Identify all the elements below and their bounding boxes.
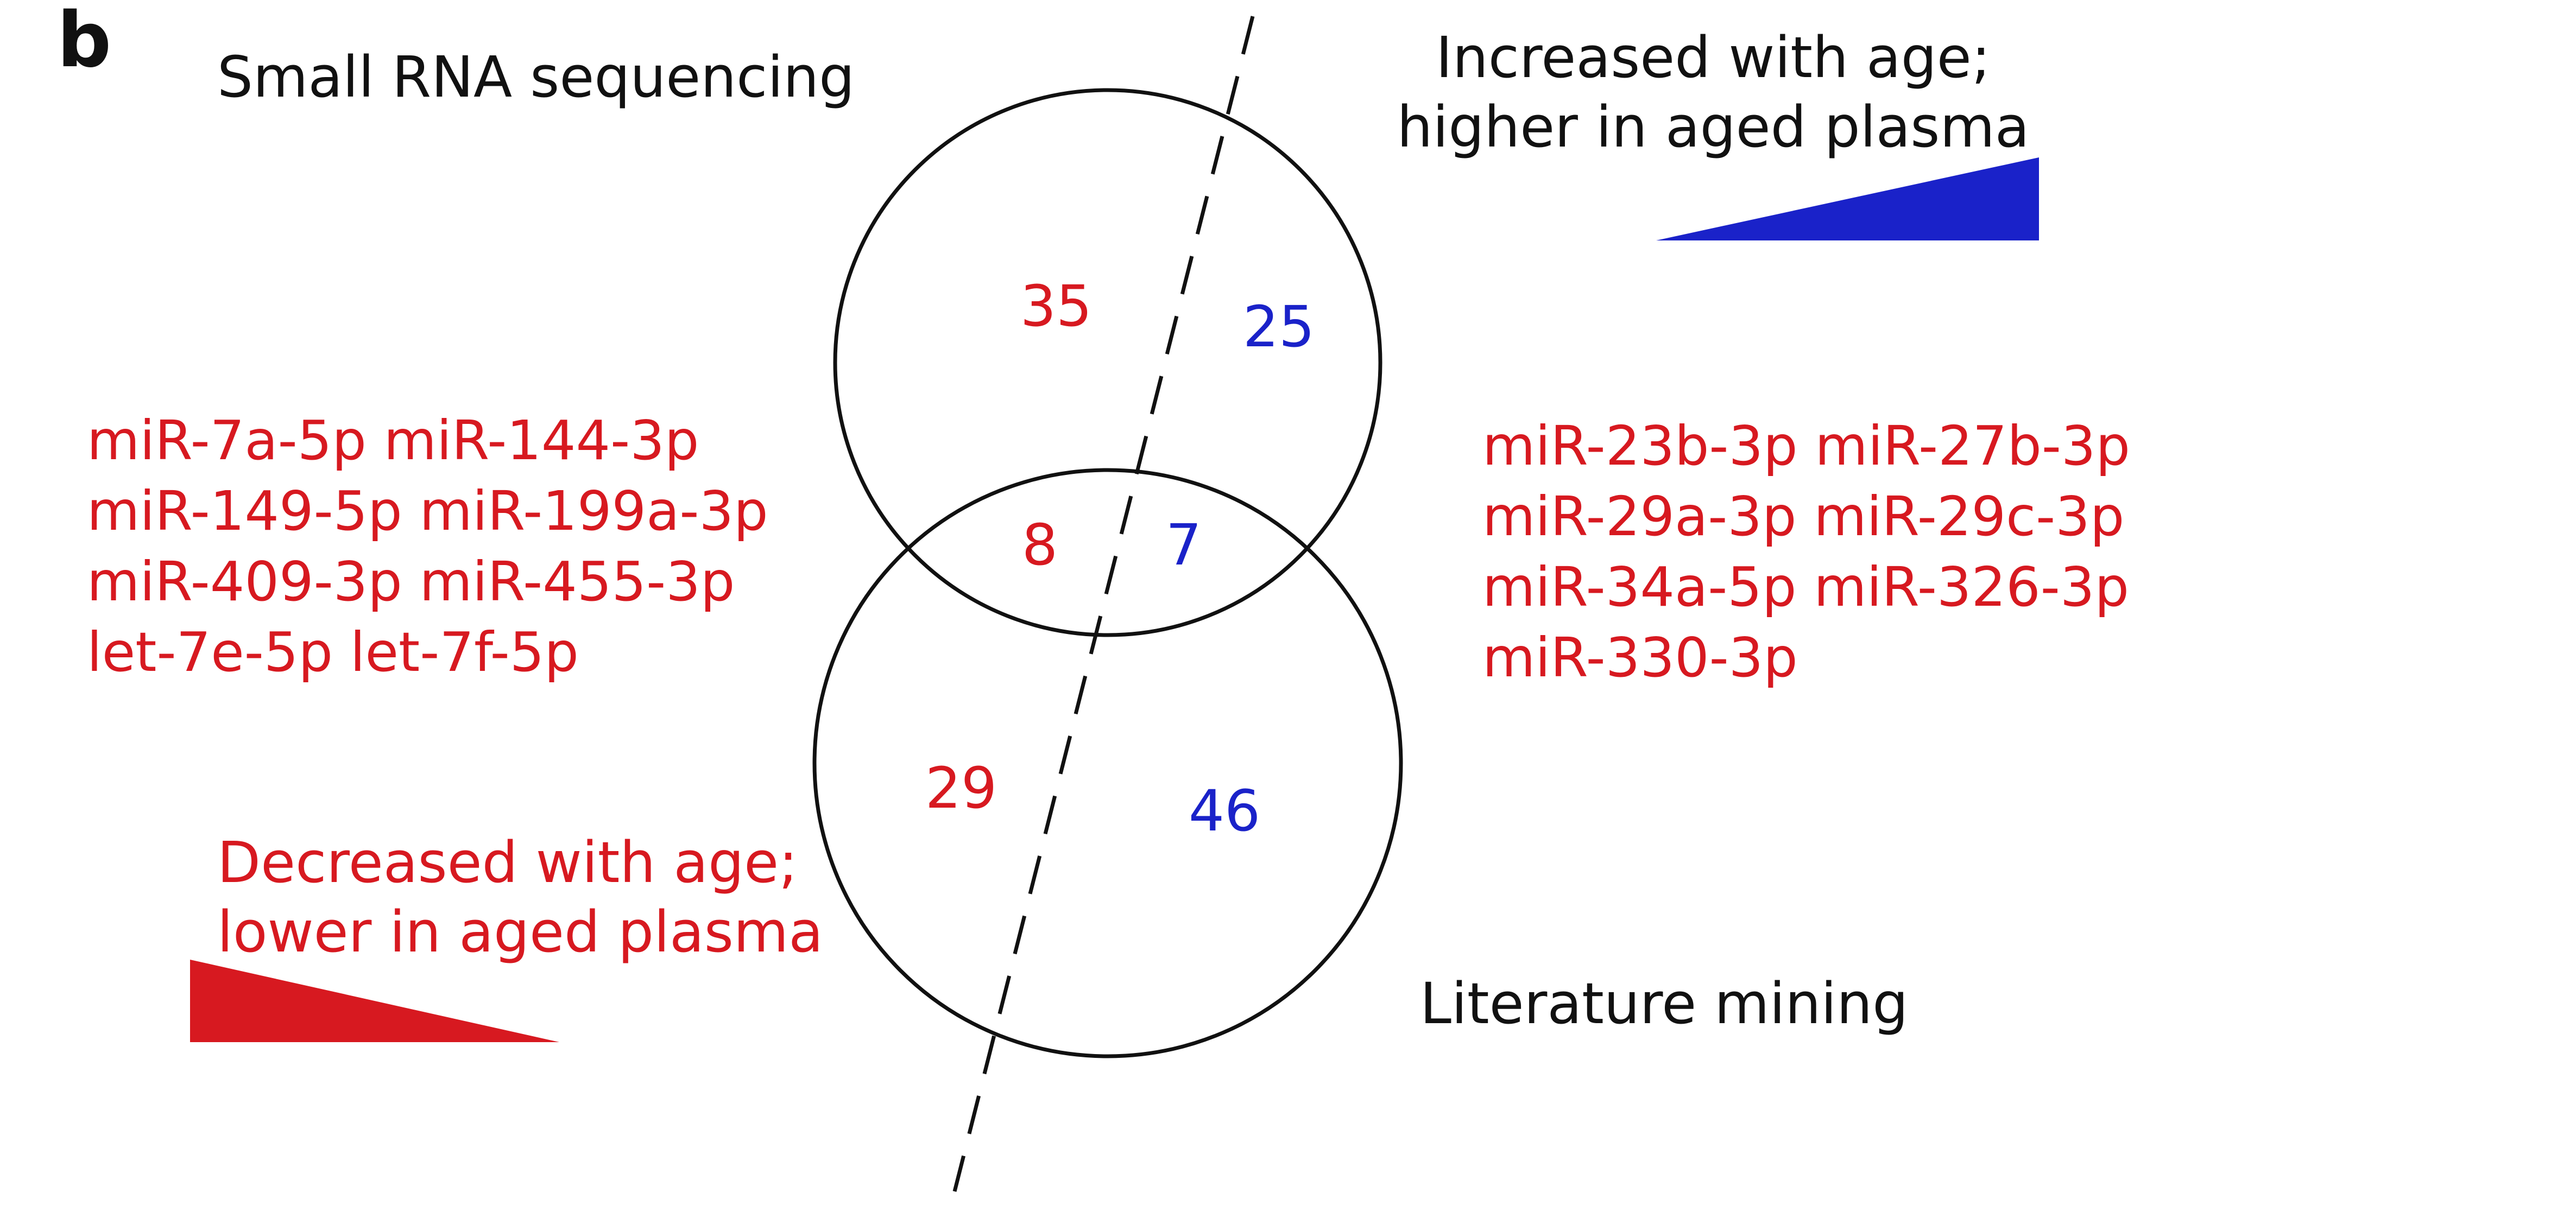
mirna-left-line: miR-7a-5p miR-144-3p: [87, 409, 699, 472]
set-circle-literature-mining: [812, 468, 1403, 1058]
count-bottom-only-decreased: 29: [925, 755, 997, 821]
panel-label: b: [57, 0, 111, 85]
count-top-only-decreased: 35: [1020, 273, 1092, 339]
mirna-right-line: miR-34a-5p miR-326-3p: [1482, 555, 2129, 619]
mirna-left-line: miR-409-3p miR-455-3p: [87, 550, 735, 613]
mirna-left-line: miR-149-5p miR-199a-3p: [87, 479, 768, 543]
count-top-only-increased: 25: [1243, 294, 1315, 360]
decrease-wedge-icon: [190, 960, 559, 1042]
mirna-right-line: miR-330-3p: [1482, 626, 1798, 689]
legend-increased-line2: higher in aged plasma: [1397, 94, 2029, 160]
legend-decreased-line1: Decreased with age;: [217, 829, 798, 896]
dashed-divider-line: [952, 16, 1255, 1192]
legend-decreased-line2: lower in aged plasma: [217, 899, 823, 965]
mirna-left-line: let-7e-5p let-7f-5p: [87, 620, 579, 684]
mirna-right-line: miR-29a-3p miR-29c-3p: [1482, 485, 2124, 548]
legend-increased-line1: Increased with age;: [1436, 24, 1991, 91]
set-title-small-rna-sequencing: Small RNA sequencing: [217, 44, 855, 110]
count-overlap-increased: 7: [1166, 512, 1202, 578]
set-circle-small-rna-sequencing: [833, 88, 1382, 637]
mirna-right-line: miR-23b-3p miR-27b-3p: [1482, 414, 2130, 478]
count-bottom-only-increased: 46: [1189, 778, 1260, 844]
set-title-literature-mining: Literature mining: [1420, 970, 1908, 1037]
count-overlap-decreased: 8: [1022, 512, 1058, 578]
increase-wedge-icon: [1656, 157, 2039, 240]
